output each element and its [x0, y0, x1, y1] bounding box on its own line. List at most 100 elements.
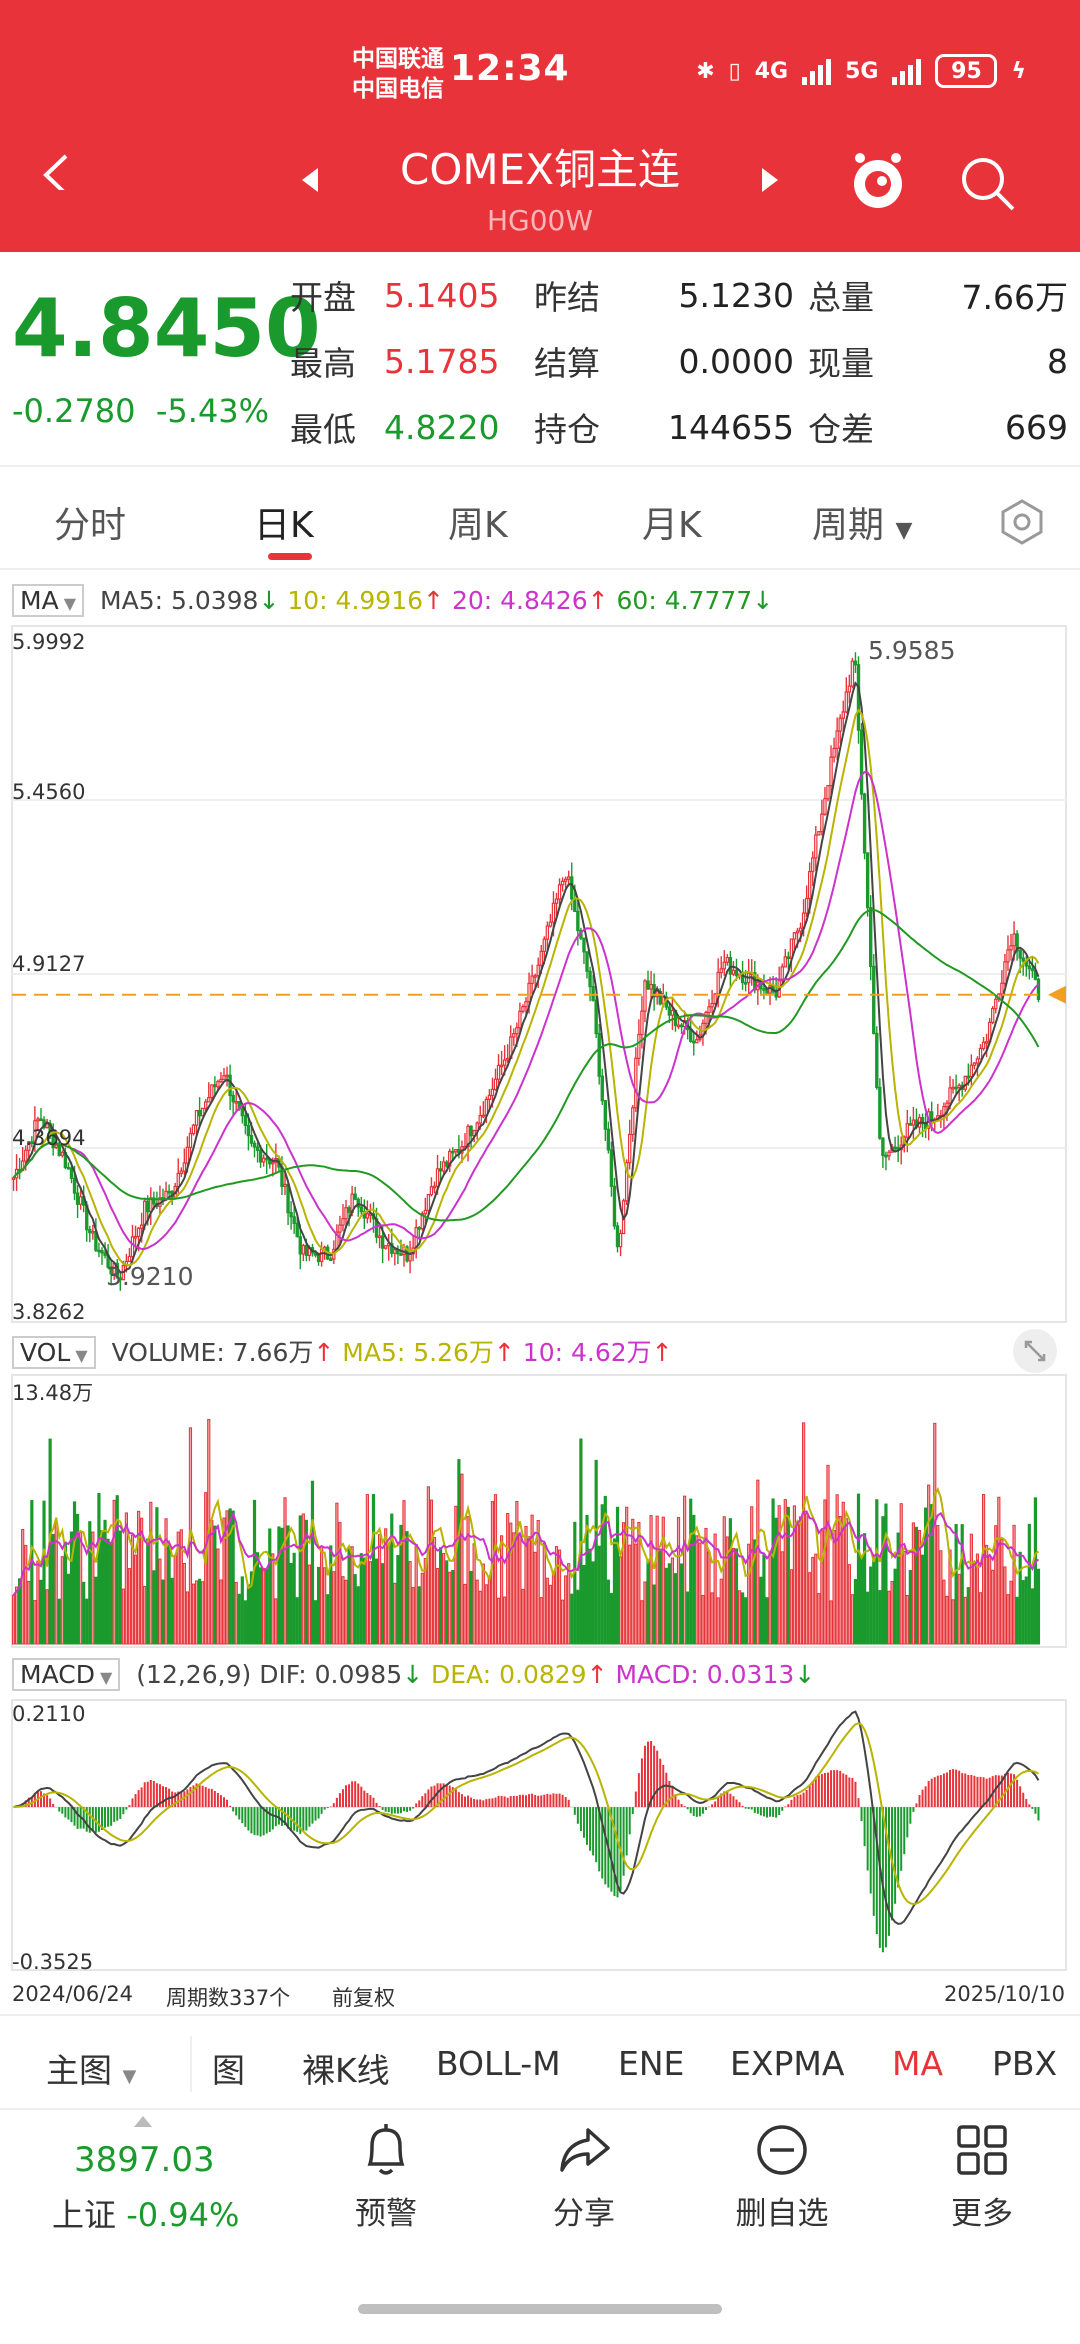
macd-chart-frame — [11, 1699, 1067, 1971]
dea-value: DEA: 0.0829 — [431, 1660, 587, 1689]
candle-body — [359, 1206, 363, 1213]
volume-bar — [692, 1514, 696, 1645]
label-current-volume: 现量 — [808, 344, 874, 383]
adjustment-mode: 前复权 — [332, 1986, 395, 2010]
volume-bar — [216, 1548, 220, 1645]
candle-body — [383, 1245, 388, 1249]
main-chart-dropdown[interactable]: 主图 ▼ — [46, 2044, 136, 2092]
volume-bar — [414, 1544, 418, 1645]
volume-bar — [124, 1512, 128, 1645]
volume-bar — [262, 1568, 266, 1645]
volume-bar — [789, 1569, 793, 1645]
volume-bar — [191, 1583, 196, 1645]
volume-bar — [612, 1538, 617, 1645]
volume-bar — [472, 1543, 476, 1645]
main-indicator-selector[interactable]: MA ▼ — [12, 584, 85, 617]
candle-body — [1009, 945, 1013, 951]
tab-weekly-k[interactable]: 周K — [448, 505, 508, 546]
volume-bar — [475, 1579, 479, 1645]
volume-bar — [201, 1581, 205, 1645]
dif-value: DIF: 0.0985 — [259, 1660, 403, 1689]
volume-bar — [246, 1584, 251, 1645]
assistant-mascot-icon[interactable] — [848, 148, 908, 212]
tab-intraday[interactable]: 分时 — [54, 505, 127, 546]
candle-body — [994, 998, 998, 1010]
macd-indicator-selector[interactable]: MACD ▼ — [12, 1658, 121, 1691]
next-contract-icon[interactable] — [762, 168, 778, 192]
nav-more[interactable]: 更多 — [912, 2122, 1052, 2233]
nav-remove-watchlist[interactable]: 删自选 — [712, 2122, 852, 2233]
volume-bar — [274, 1598, 278, 1645]
back-arrow-icon[interactable] — [36, 150, 76, 190]
volume-bar — [945, 1595, 949, 1645]
candle-body — [60, 1151, 65, 1156]
indicator-ma[interactable]: MA — [892, 2044, 944, 2083]
share-icon — [560, 2128, 610, 2172]
volume-bar — [597, 1545, 601, 1645]
volume-bar — [585, 1515, 589, 1645]
main-chart-label: 主图 — [46, 2051, 112, 2090]
prev-contract-icon[interactable] — [302, 168, 318, 192]
volume-bar — [957, 1573, 961, 1645]
candle-body — [1000, 982, 1004, 995]
candle-body — [807, 870, 812, 900]
macd-value: MACD: 0.0313 — [615, 1660, 795, 1689]
volume-bar — [390, 1513, 394, 1645]
volume-bar — [1003, 1566, 1007, 1645]
index-info[interactable]: 上证 -0.94% — [52, 2190, 239, 2236]
volume-bar — [795, 1521, 800, 1645]
volume-bar — [911, 1522, 916, 1645]
indicator-boll-m[interactable]: BOLL-M — [436, 2044, 561, 2083]
y-axis-label: 4.9127 — [12, 952, 86, 976]
candle-body — [252, 1142, 257, 1148]
tab-daily-k[interactable]: 日K — [254, 505, 314, 546]
candle-body — [204, 1101, 208, 1109]
volume-bar — [365, 1494, 369, 1645]
tab-period-dropdown[interactable]: 周期 ▼ — [812, 496, 912, 548]
volume-bar — [356, 1586, 360, 1645]
candle-body — [301, 1244, 306, 1255]
candle-body — [969, 1064, 974, 1078]
volume-bar — [149, 1501, 153, 1645]
page-title: COMEX铜主连 — [400, 145, 680, 194]
index-name: 上证 — [52, 2196, 117, 2234]
volume-bar — [445, 1560, 449, 1645]
charts-canvas[interactable] — [0, 0, 1080, 2014]
candle-body — [536, 964, 540, 977]
volume-bar — [185, 1591, 189, 1645]
bluetooth-icon: ✱ — [696, 58, 715, 84]
indicator-expma[interactable]: EXPMA — [730, 2044, 845, 2083]
ma5-value: MA5: 5.0398 — [100, 586, 259, 615]
label-oi-change: 仓差 — [808, 410, 874, 449]
volume-bar — [143, 1585, 147, 1645]
settings-hexagon-icon[interactable] — [998, 498, 1046, 546]
candle-body — [11, 1177, 16, 1180]
candle-body — [377, 1235, 382, 1239]
volume-bar — [542, 1542, 546, 1645]
expand-up-icon[interactable] — [134, 2116, 152, 2127]
volume-bar — [896, 1532, 900, 1645]
volume-bar — [460, 1473, 464, 1645]
indicator-naked-k[interactable]: 裸K线 — [302, 2051, 390, 2090]
indicator-ene[interactable]: ENE — [618, 2044, 685, 2083]
candle-body — [136, 1227, 141, 1238]
minus-circle-icon — [757, 2125, 807, 2175]
candle-body — [493, 1078, 498, 1091]
vol-indicator-selector[interactable]: VOL ▼ — [12, 1336, 96, 1369]
nav-alert[interactable]: 预警 — [316, 2122, 456, 2233]
nav-share[interactable]: 分享 — [514, 2122, 654, 2233]
candle-body — [139, 1224, 144, 1229]
volume-bar — [930, 1504, 934, 1645]
indicator-partial[interactable]: 图 — [212, 2051, 245, 2090]
expand-icon[interactable] — [1012, 1328, 1058, 1374]
volume-bar — [869, 1566, 873, 1645]
indicator-pbx[interactable]: PBX — [992, 2044, 1058, 2083]
volume-bar — [591, 1561, 595, 1645]
search-icon[interactable] — [958, 154, 1018, 214]
candle-body — [841, 711, 845, 719]
index-value[interactable]: 3897.03 — [74, 2140, 215, 2180]
y-axis-label: 5.9992 — [12, 630, 86, 654]
volume-bar — [268, 1528, 272, 1645]
volume-bar — [133, 1554, 138, 1645]
tab-monthly-k[interactable]: 月K — [642, 505, 702, 546]
